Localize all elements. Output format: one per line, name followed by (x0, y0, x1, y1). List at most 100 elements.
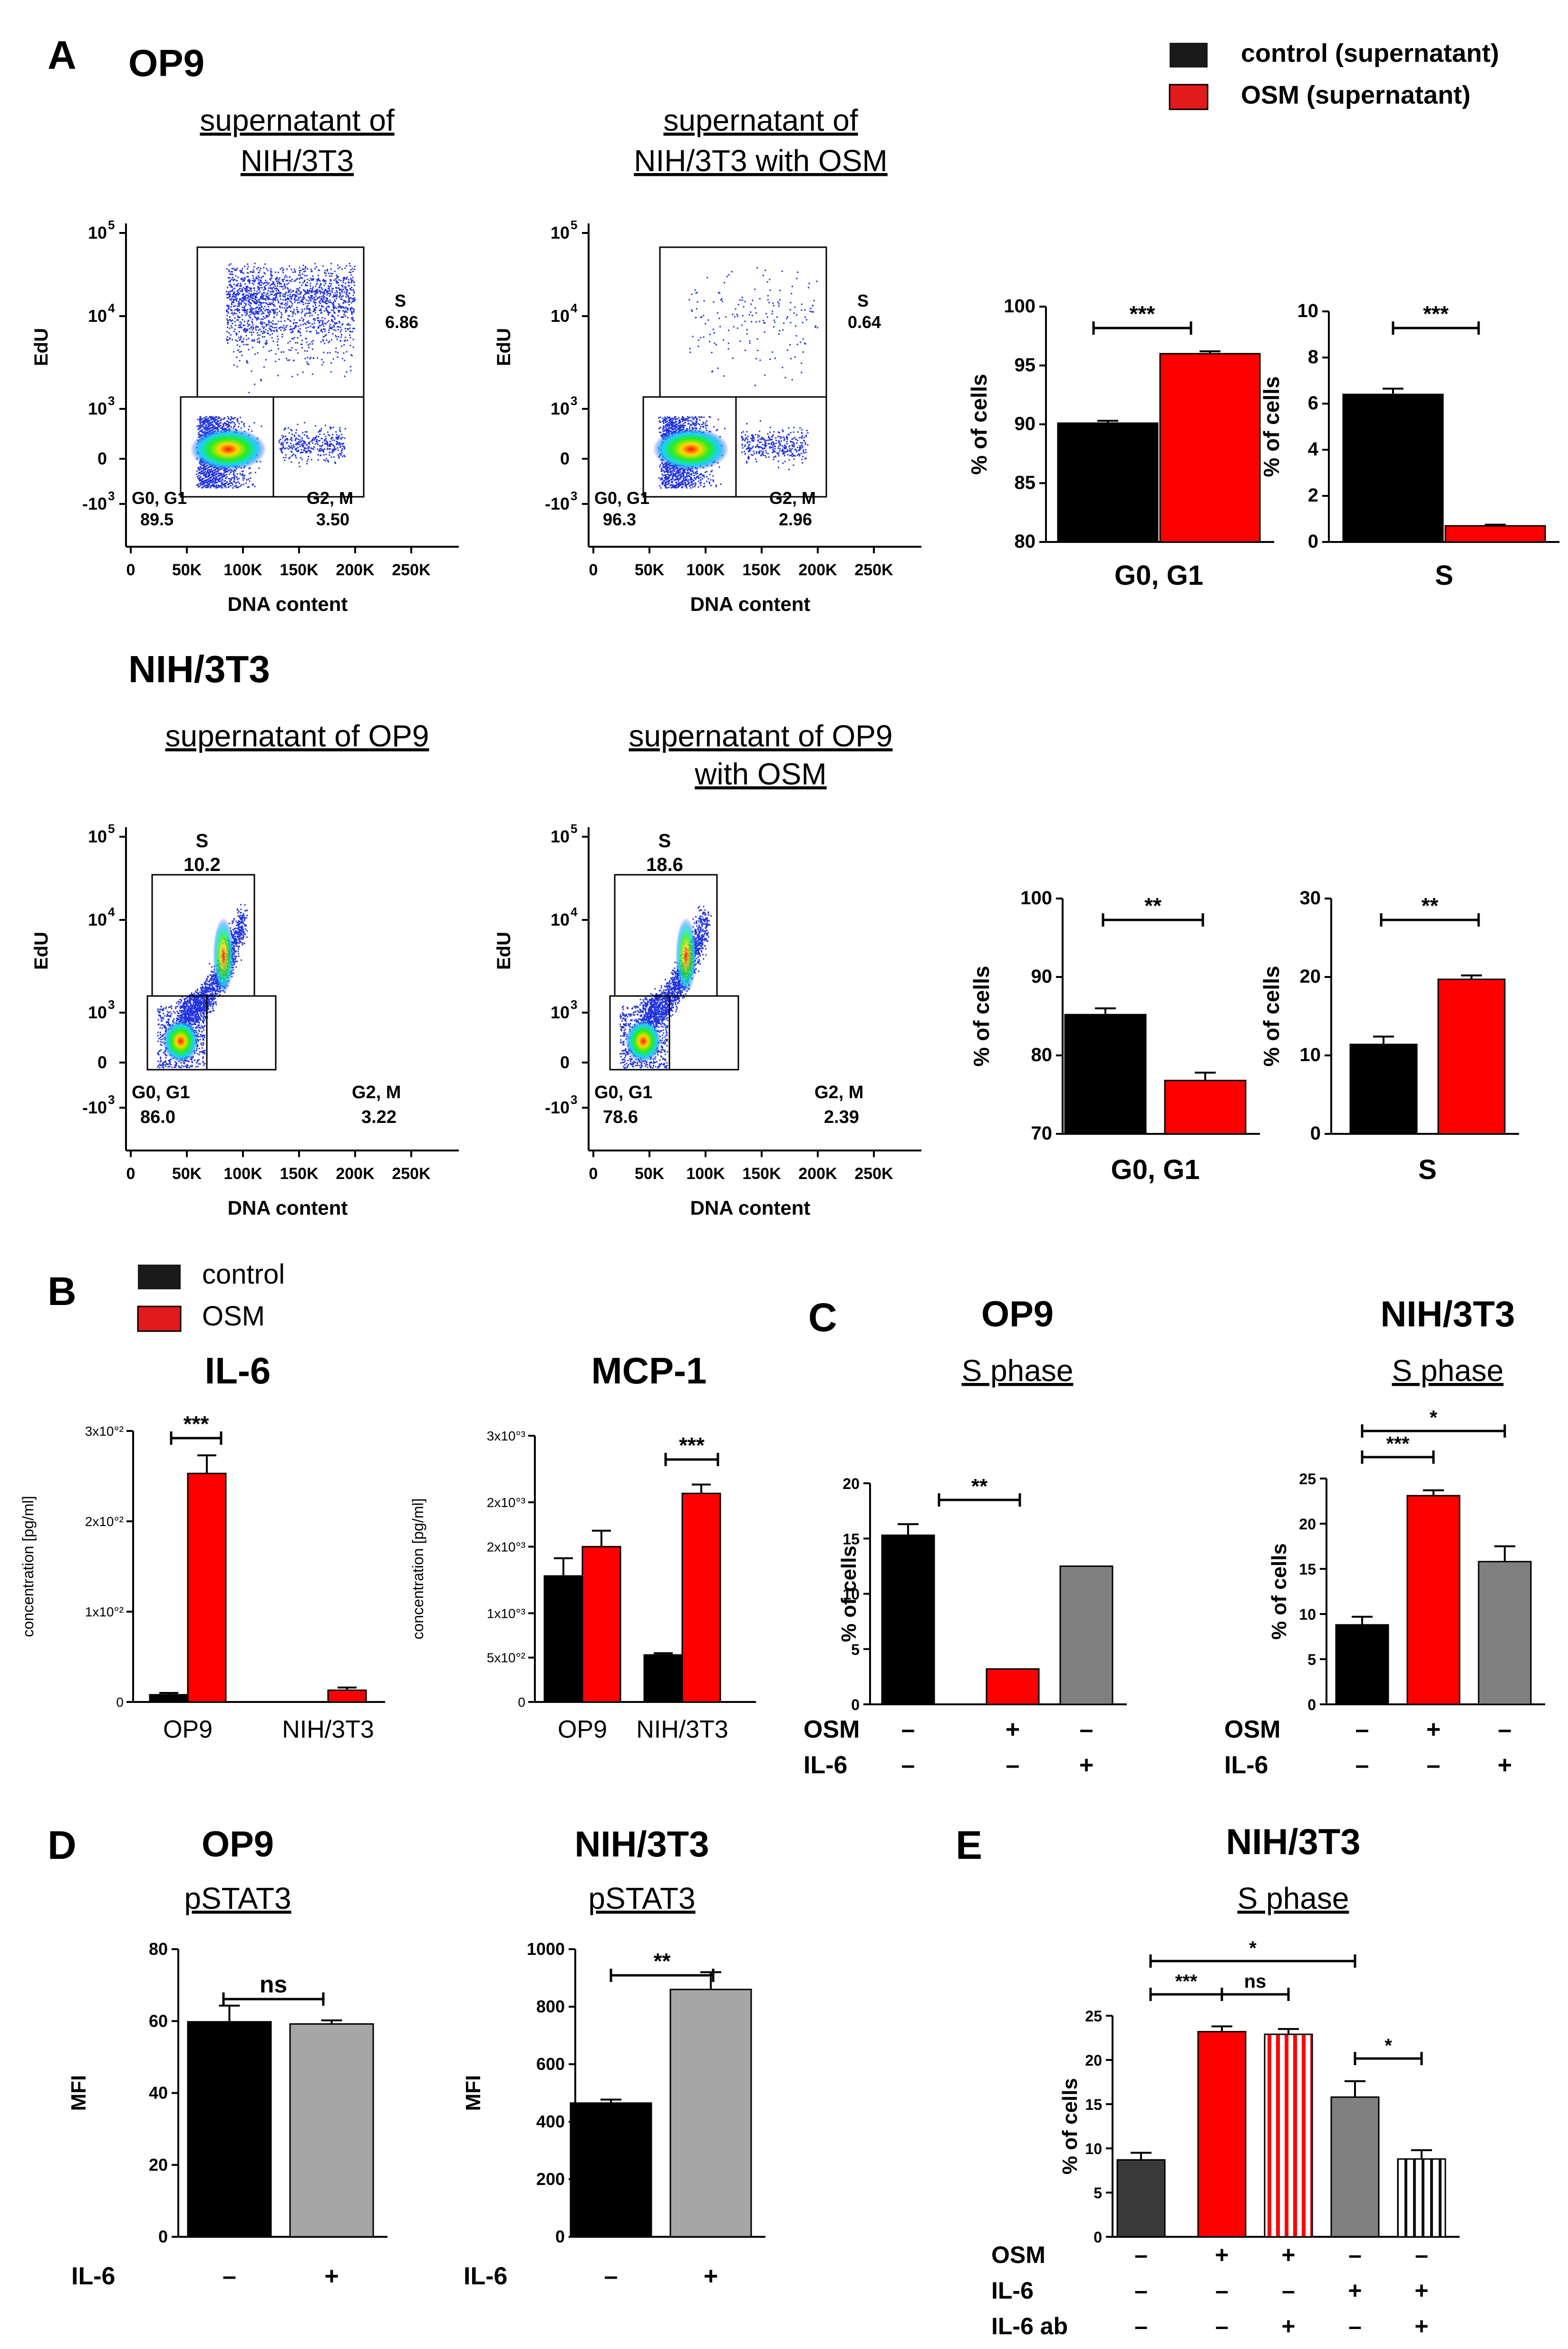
flow-dot (258, 311, 260, 313)
flow-dot (284, 320, 286, 322)
flow-dot (220, 474, 222, 475)
flow-dot (236, 300, 238, 301)
flow-dot (322, 340, 324, 342)
flow-dot (329, 448, 330, 450)
flow-dot (239, 321, 241, 323)
flow-dot (230, 271, 232, 273)
flow-dot (233, 296, 235, 298)
flow-dot (261, 313, 262, 315)
panel-label-c: C (808, 1295, 837, 1340)
flow-dot (281, 314, 283, 316)
flow-dot (270, 279, 271, 281)
flow-dot (306, 436, 308, 438)
flow-dot (273, 313, 275, 315)
flow-dot (320, 341, 322, 343)
flow-dot (311, 278, 313, 280)
flow-dot (692, 486, 694, 488)
flow-dot (291, 430, 293, 432)
flow-dot (272, 323, 274, 325)
flow-dot (320, 287, 322, 289)
flow-dot (337, 275, 339, 277)
flow-dot (243, 306, 245, 308)
flow-dot (224, 475, 226, 477)
flow-dot (276, 288, 278, 290)
flow-dot (318, 450, 320, 452)
flow-dot (251, 430, 253, 432)
flow-dot (209, 487, 211, 489)
flow-dot (299, 331, 300, 333)
flow-dot (251, 300, 253, 301)
flow-dot (312, 318, 314, 320)
flow-dot (658, 417, 660, 419)
flow-dot (323, 310, 325, 312)
flow-dot (322, 361, 324, 363)
flow-dot (237, 303, 239, 305)
flow-dot (320, 445, 322, 447)
flow-dot (353, 309, 355, 311)
flow-dot (281, 351, 282, 353)
flow-dot (220, 473, 222, 474)
flow-dot (236, 366, 238, 367)
flow-dot (300, 312, 302, 314)
flow-dot (688, 420, 690, 422)
flow-dot (268, 333, 270, 335)
flow-dot (321, 358, 323, 360)
flow-dot (307, 302, 309, 304)
flow-dot (292, 444, 294, 446)
flow-dot (233, 485, 235, 487)
flow-dot (313, 448, 315, 450)
flow-dot (258, 467, 260, 469)
flow-dot (199, 430, 201, 432)
flow-dot (683, 472, 685, 474)
flow-dot (676, 477, 678, 479)
flow-dot (287, 295, 289, 297)
flow-dot (342, 295, 344, 297)
flow-dot (318, 269, 319, 271)
flow-dot (307, 281, 309, 283)
flow-dot (749, 340, 751, 342)
flow-dot (270, 268, 272, 270)
flow-dot (804, 342, 806, 344)
flow-dot (305, 291, 307, 293)
flow-dot (196, 475, 198, 477)
flow-dot (291, 347, 293, 348)
flow-dot (231, 301, 233, 303)
flow-dot (321, 312, 323, 314)
flow-dot (270, 275, 272, 277)
flow-dot (231, 290, 233, 291)
flow-dot (689, 479, 691, 481)
flow-dot (238, 423, 240, 425)
flow-y-tick-exp: 3 (108, 489, 115, 503)
flow-dot (329, 448, 331, 450)
flow-dot (284, 459, 286, 461)
flow-dot (245, 482, 247, 484)
flow-dot (210, 426, 212, 428)
flow-dot (245, 335, 247, 337)
flow-dot (343, 300, 345, 301)
flow-dot (303, 280, 305, 282)
flow-dot (324, 342, 326, 344)
flow-dot (317, 357, 319, 359)
flow-dot (301, 458, 303, 460)
flow-dot (300, 277, 302, 279)
flow-dot (332, 315, 334, 317)
flow-dot (198, 472, 200, 474)
flow-dot (207, 471, 209, 473)
flow-dot (227, 327, 229, 329)
flow-dot (259, 334, 261, 336)
flow-dot (294, 300, 296, 301)
flow-dot (247, 276, 249, 278)
flow-dot (282, 288, 284, 290)
flow-dot (202, 464, 203, 466)
flow-dot (662, 425, 664, 427)
flow-dot (344, 267, 346, 269)
flow-dot (278, 358, 280, 360)
flow-dot (204, 474, 206, 476)
flow-dot (250, 472, 252, 474)
flow-dot (248, 338, 250, 339)
flow-dot (351, 311, 353, 313)
flow-dot (311, 348, 313, 350)
flow-dot (208, 417, 210, 419)
flow-dot (241, 271, 243, 273)
flow-dot (215, 475, 217, 477)
